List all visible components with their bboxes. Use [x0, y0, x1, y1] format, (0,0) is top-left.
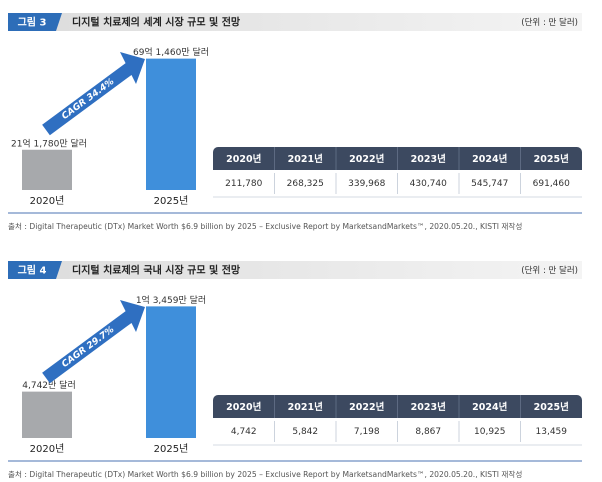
table-header-cell: 2022년: [349, 401, 384, 413]
table-header-cell: 2021년: [288, 401, 323, 413]
cagr-label: CAGR 34.4%: [60, 77, 116, 122]
table-cell: 7,198: [354, 427, 380, 437]
header-band: [8, 261, 582, 279]
table-header-cell: 2023년: [411, 153, 446, 165]
source-note: 출처 : Digital Therapeutic (DTx) Market Wo…: [8, 221, 522, 231]
table-header-cell: 2020년: [226, 401, 261, 413]
table-cell: 430,740: [410, 179, 447, 189]
table-cell: 211,780: [225, 179, 262, 189]
table-header-cell: 2024년: [472, 153, 507, 165]
table-cell: 268,325: [287, 179, 324, 189]
table-cell: 4,742: [231, 427, 257, 437]
unit-label: (단위 : 만 달러): [521, 265, 578, 276]
figure-label: 그림 3: [18, 17, 47, 29]
figure: 그림 3 디지털 치료제의 세계 시장 규모 및 전망 (단위 : 만 달러) 21억…: [8, 13, 582, 231]
value-label: 1억 3,459만 달러: [136, 294, 206, 306]
cagr-arrowhead: [120, 52, 145, 84]
table-cell: 545,747: [471, 179, 508, 189]
category-label: 2020년: [30, 443, 65, 455]
table-cell: 10,925: [474, 427, 506, 437]
unit-label: (단위 : 만 달러): [521, 17, 578, 28]
table-header-cell: 2020년: [226, 153, 261, 165]
figure-tab: [8, 261, 62, 279]
cagr-arrow: [42, 62, 134, 136]
table-header-cell: 2024년: [472, 401, 507, 413]
bar: [22, 149, 72, 190]
cagr-arrowhead: [120, 300, 145, 332]
table-cell: 691,460: [533, 179, 570, 189]
cagr-label: CAGR 29.7%: [60, 325, 116, 370]
header-band: [8, 13, 582, 31]
bar: [146, 58, 196, 190]
source-note: 출처 : Digital Therapeutic (DTx) Market Wo…: [8, 469, 522, 479]
table-header-cell: 2022년: [349, 153, 384, 165]
category-label: 2020년: [30, 195, 65, 207]
table-cell: 8,867: [415, 427, 441, 437]
table-header-cell: 2021년: [288, 153, 323, 165]
table-cell: 339,968: [348, 179, 385, 189]
bar: [22, 391, 72, 438]
category-label: 2025년: [154, 195, 189, 207]
value-label: 21억 1,780만 달러: [11, 137, 87, 149]
figure-title: 디지털 치료제의 세계 시장 규모 및 전망: [72, 16, 241, 29]
figure: 그림 4 디지털 치료제의 국내 시장 규모 및 전망 (단위 : 만 달러) 4,7…: [8, 261, 582, 479]
category-label: 2025년: [154, 443, 189, 455]
value-label: 4,742만 달러: [22, 379, 75, 391]
table-header-cell: 2025년: [534, 401, 569, 413]
table-header-cell: 2025년: [534, 153, 569, 165]
table-cell: 13,459: [536, 427, 568, 437]
table-cell: 5,842: [292, 427, 318, 437]
value-label: 69억 1,460만 달러: [133, 46, 209, 58]
table-header-cell: 2023년: [411, 401, 446, 413]
figure-label: 그림 4: [18, 265, 47, 277]
figure-title: 디지털 치료제의 국내 시장 규모 및 전망: [72, 264, 241, 277]
bar: [146, 306, 196, 438]
figure-tab: [8, 13, 62, 31]
cagr-arrow: [42, 310, 134, 384]
